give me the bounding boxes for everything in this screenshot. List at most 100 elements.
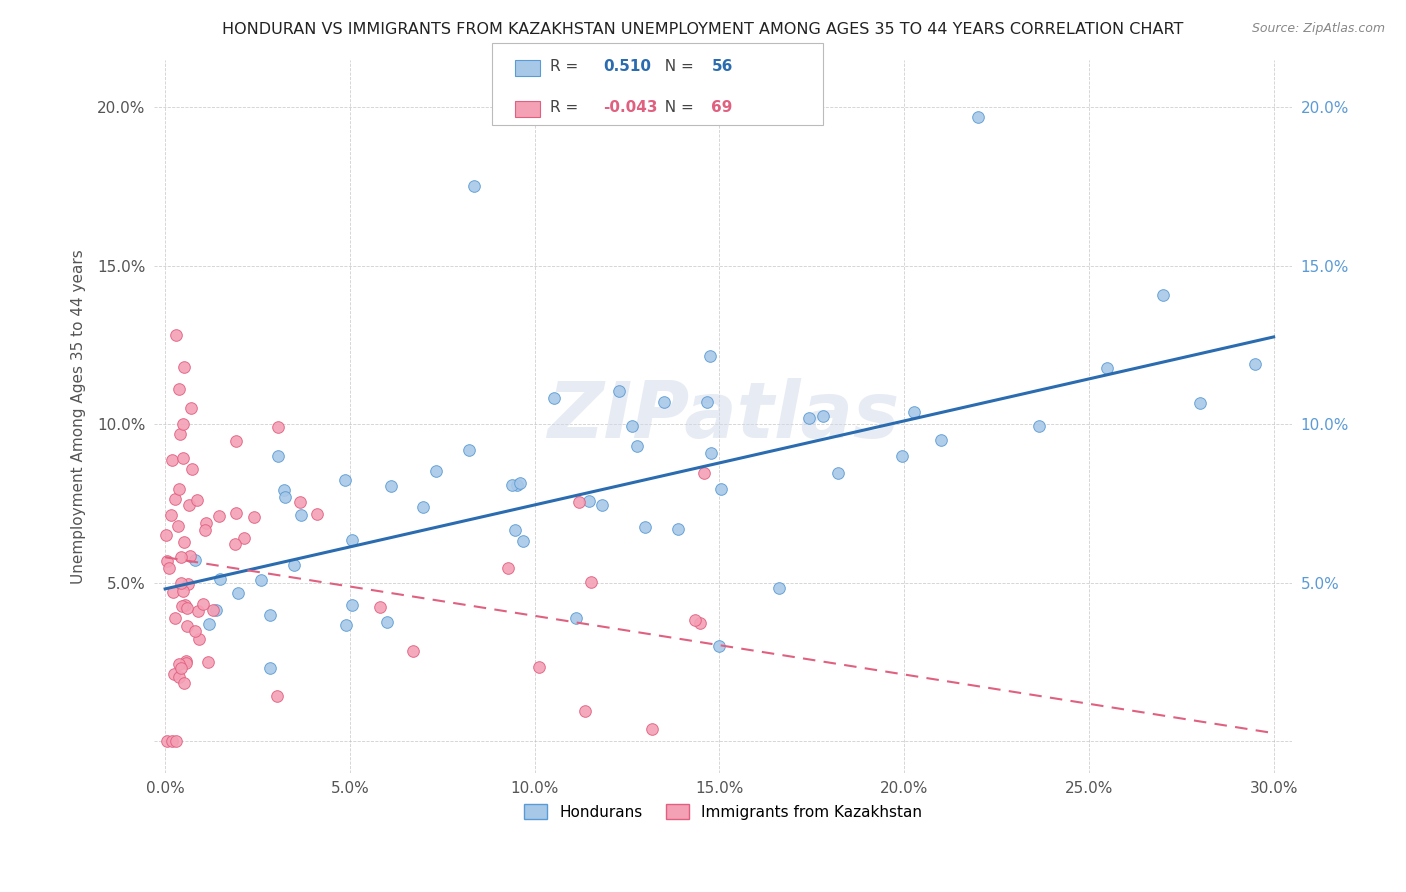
Point xyxy=(505,523,527,537)
Point xyxy=(177,498,200,512)
Point xyxy=(693,467,716,481)
Point xyxy=(173,676,195,690)
Point xyxy=(267,449,290,463)
Point xyxy=(1152,287,1174,301)
Point xyxy=(259,608,281,623)
Point xyxy=(162,584,184,599)
Point xyxy=(170,549,193,564)
Text: -0.043: -0.043 xyxy=(603,101,658,115)
Point xyxy=(903,405,925,419)
Point xyxy=(225,506,247,520)
Point xyxy=(204,602,226,616)
Point xyxy=(425,464,447,478)
Point xyxy=(250,573,273,587)
Point xyxy=(967,110,990,124)
Point xyxy=(543,391,565,405)
Text: R =: R = xyxy=(550,60,591,74)
Point xyxy=(699,349,721,363)
Point xyxy=(607,384,630,399)
Point xyxy=(167,657,190,671)
Point xyxy=(169,426,191,441)
Point xyxy=(666,522,689,536)
Point xyxy=(179,549,201,563)
Point xyxy=(699,446,721,460)
Point xyxy=(186,493,208,508)
Point xyxy=(233,532,256,546)
Point xyxy=(335,618,357,632)
Point xyxy=(176,600,198,615)
Point xyxy=(811,409,834,424)
Point xyxy=(342,533,364,548)
Point xyxy=(165,491,187,506)
Point xyxy=(157,561,180,575)
Point xyxy=(163,666,186,681)
Point xyxy=(202,603,225,617)
Point xyxy=(172,450,194,465)
Point xyxy=(626,439,648,453)
Point xyxy=(173,359,195,374)
Point xyxy=(527,659,550,673)
Point xyxy=(165,734,187,748)
Point xyxy=(224,537,246,551)
Point xyxy=(167,382,190,396)
Point xyxy=(273,483,295,497)
Point xyxy=(180,401,202,416)
Point xyxy=(498,561,520,575)
Point xyxy=(333,473,356,487)
Point xyxy=(305,507,328,521)
Point xyxy=(565,611,588,625)
Point xyxy=(501,478,523,492)
Point xyxy=(163,611,186,625)
Point xyxy=(342,598,364,612)
Point xyxy=(176,619,198,633)
Point xyxy=(172,584,194,599)
Point xyxy=(696,394,718,409)
Point xyxy=(283,558,305,572)
Point xyxy=(197,655,219,669)
Point xyxy=(156,554,179,568)
Point xyxy=(375,615,398,629)
Point xyxy=(797,410,820,425)
Point xyxy=(641,722,664,736)
Point xyxy=(170,576,193,591)
Point xyxy=(929,433,952,447)
Point xyxy=(208,508,231,523)
Point xyxy=(165,328,187,343)
Point xyxy=(412,500,434,515)
Point xyxy=(169,670,191,684)
Point xyxy=(259,661,281,675)
Point xyxy=(174,656,197,670)
Point xyxy=(568,495,591,509)
Point xyxy=(174,654,197,668)
Point xyxy=(1028,419,1050,434)
Point xyxy=(578,493,600,508)
Point xyxy=(226,586,249,600)
Point xyxy=(208,572,231,586)
Point xyxy=(457,442,479,457)
Point xyxy=(181,462,204,476)
Text: HONDURAN VS IMMIGRANTS FROM KAZAKHSTAN UNEMPLOYMENT AMONG AGES 35 TO 44 YEARS CO: HONDURAN VS IMMIGRANTS FROM KAZAKHSTAN U… xyxy=(222,22,1184,37)
Point xyxy=(198,616,221,631)
Point xyxy=(194,523,217,537)
Point xyxy=(591,498,613,512)
Point xyxy=(463,179,485,194)
Point xyxy=(710,483,733,497)
Text: N =: N = xyxy=(655,60,699,74)
Text: N =: N = xyxy=(655,101,699,115)
Point xyxy=(509,475,531,490)
Point xyxy=(167,482,190,496)
Point xyxy=(170,599,193,613)
Point xyxy=(177,576,200,591)
Point xyxy=(506,478,529,492)
Point xyxy=(174,599,197,613)
Point xyxy=(173,535,195,549)
Point xyxy=(274,490,297,504)
Point xyxy=(162,734,184,748)
Point xyxy=(290,508,312,523)
Text: R =: R = xyxy=(550,101,583,115)
Point xyxy=(184,624,207,638)
Point xyxy=(380,479,402,493)
Point xyxy=(579,575,602,590)
Text: 0.510: 0.510 xyxy=(603,60,651,74)
Point xyxy=(1188,395,1211,409)
